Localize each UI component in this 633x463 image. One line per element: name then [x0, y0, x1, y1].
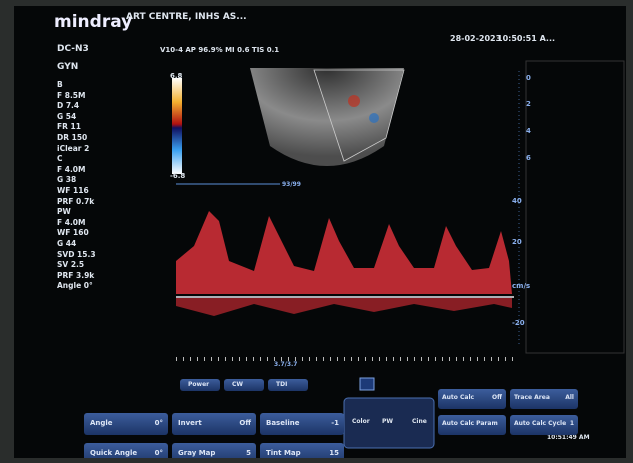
control-button[interactable]: Angle 0° — [84, 413, 168, 435]
b-mode-sector — [250, 68, 404, 166]
control-value: 15 — [329, 449, 339, 457]
control-label: Quick Angle — [90, 449, 138, 457]
nav-pad — [343, 397, 435, 449]
velocity-label: -20 — [512, 319, 525, 327]
param: FR 11 — [57, 122, 81, 132]
control-button[interactable]: Quick Angle 0° — [84, 443, 168, 458]
control-button[interactable]: Tint Map 15 — [260, 443, 344, 458]
acoustic: V10-4 AP 96.9% MI 0.6 TIS 0.1 — [160, 46, 280, 54]
pw-frame: 3.7/3.7 — [274, 361, 298, 368]
control-button[interactable]: Invert Off — [172, 413, 256, 435]
date: 28-02-2023 — [450, 34, 502, 43]
param: SVD 15.3 — [57, 249, 96, 259]
control-value: Off — [239, 419, 251, 427]
color-flow — [348, 95, 360, 107]
mode-button-label: TDI — [276, 381, 288, 388]
param: G 44 — [57, 239, 77, 248]
param: SV 2.5 — [57, 260, 85, 270]
calc-value: All — [565, 394, 574, 401]
calc-value: 1 — [569, 420, 574, 427]
param: F 4.0M — [57, 217, 86, 227]
ultrasound-screen: mindray ART CENTRE, INHS AS... 28-02-202… — [14, 6, 626, 458]
control-value: -1 — [331, 419, 339, 427]
param: D 7.4 — [57, 101, 80, 111]
mode-button[interactable]: Power — [180, 379, 220, 391]
color-frame: 93/99 — [282, 181, 301, 188]
depth-label: 0 — [526, 74, 531, 82]
param: PRF 3.9k — [57, 270, 95, 280]
color-box — [313, 69, 405, 162]
site: ART CENTRE, INHS AS... — [126, 12, 247, 22]
param: G 54 — [57, 111, 77, 121]
control-button[interactable]: Gray Map 5 — [172, 443, 256, 458]
doppler-reverse — [176, 298, 512, 316]
exam: GYN — [57, 62, 79, 72]
control-value: 5 — [246, 449, 251, 457]
control-value: 0° — [154, 419, 163, 427]
image-area — [172, 60, 625, 449]
side-panel — [525, 60, 625, 354]
calc-label: Auto Calc Cycle — [514, 420, 567, 427]
doppler-spectrum — [176, 211, 512, 294]
mode-button[interactable]: CW — [224, 379, 264, 391]
control-button[interactable]: Baseline -1 — [260, 413, 344, 435]
param: iClear 2 — [57, 143, 90, 153]
param: PW — [57, 207, 71, 217]
color-bar — [172, 78, 182, 174]
color-flow — [369, 113, 379, 123]
param: WF 160 — [57, 228, 89, 238]
velocity-label: 20 — [512, 238, 522, 246]
probe: DC-N3 — [57, 44, 89, 54]
calc-button[interactable]: Auto Calc Cycle 1 — [510, 415, 578, 435]
time: 10:50:51 A... — [497, 34, 556, 43]
nav-right[interactable]: Cine — [412, 418, 427, 425]
param: Angle 0° — [57, 281, 93, 291]
brand: mindray — [54, 12, 133, 32]
depth-label: 4 — [526, 127, 531, 135]
clock: 10:51:49 AM — [547, 434, 590, 441]
calc-value: Off — [492, 394, 502, 401]
param: F 4.0M — [57, 164, 86, 174]
calc-label: Trace Area — [514, 394, 550, 401]
calc-label: Auto Calc Param — [442, 420, 498, 427]
mode-button[interactable]: TDI — [268, 379, 308, 391]
velocity-label: cm/s — [512, 282, 531, 290]
calc-button[interactable]: Auto Calc Param — [438, 415, 506, 435]
param: F 8.5M — [57, 90, 86, 100]
control-value: 0° — [154, 449, 163, 457]
nav-left[interactable]: Color — [352, 418, 370, 425]
calc-button[interactable]: Trace Area All — [510, 389, 578, 409]
control-label: Angle — [90, 419, 113, 427]
color-bar-bottom: -6.8 — [170, 172, 186, 180]
param: B — [57, 80, 63, 89]
color-bar-top: 6.8 — [170, 72, 183, 80]
param: G 38 — [57, 175, 77, 185]
calc-button[interactable]: Auto Calc Off — [438, 389, 506, 409]
param: C — [57, 154, 63, 164]
param: WF 116 — [57, 186, 89, 195]
mode-button-label: CW — [232, 381, 244, 388]
nav-center[interactable]: PW — [382, 418, 394, 425]
velocity-label: 40 — [512, 197, 522, 205]
param: DR 150 — [57, 133, 88, 142]
control-label: Invert — [178, 419, 202, 427]
freeze-icon — [359, 377, 375, 391]
control-label: Gray Map — [178, 449, 216, 457]
mode-button-label: Power — [188, 381, 210, 388]
calc-label: Auto Calc — [442, 394, 475, 401]
depth-label: 6 — [526, 154, 531, 162]
param: PRF 0.7k — [57, 196, 95, 206]
control-label: Tint Map — [266, 449, 301, 457]
depth-label: 2 — [526, 100, 531, 108]
control-label: Baseline — [266, 419, 300, 427]
